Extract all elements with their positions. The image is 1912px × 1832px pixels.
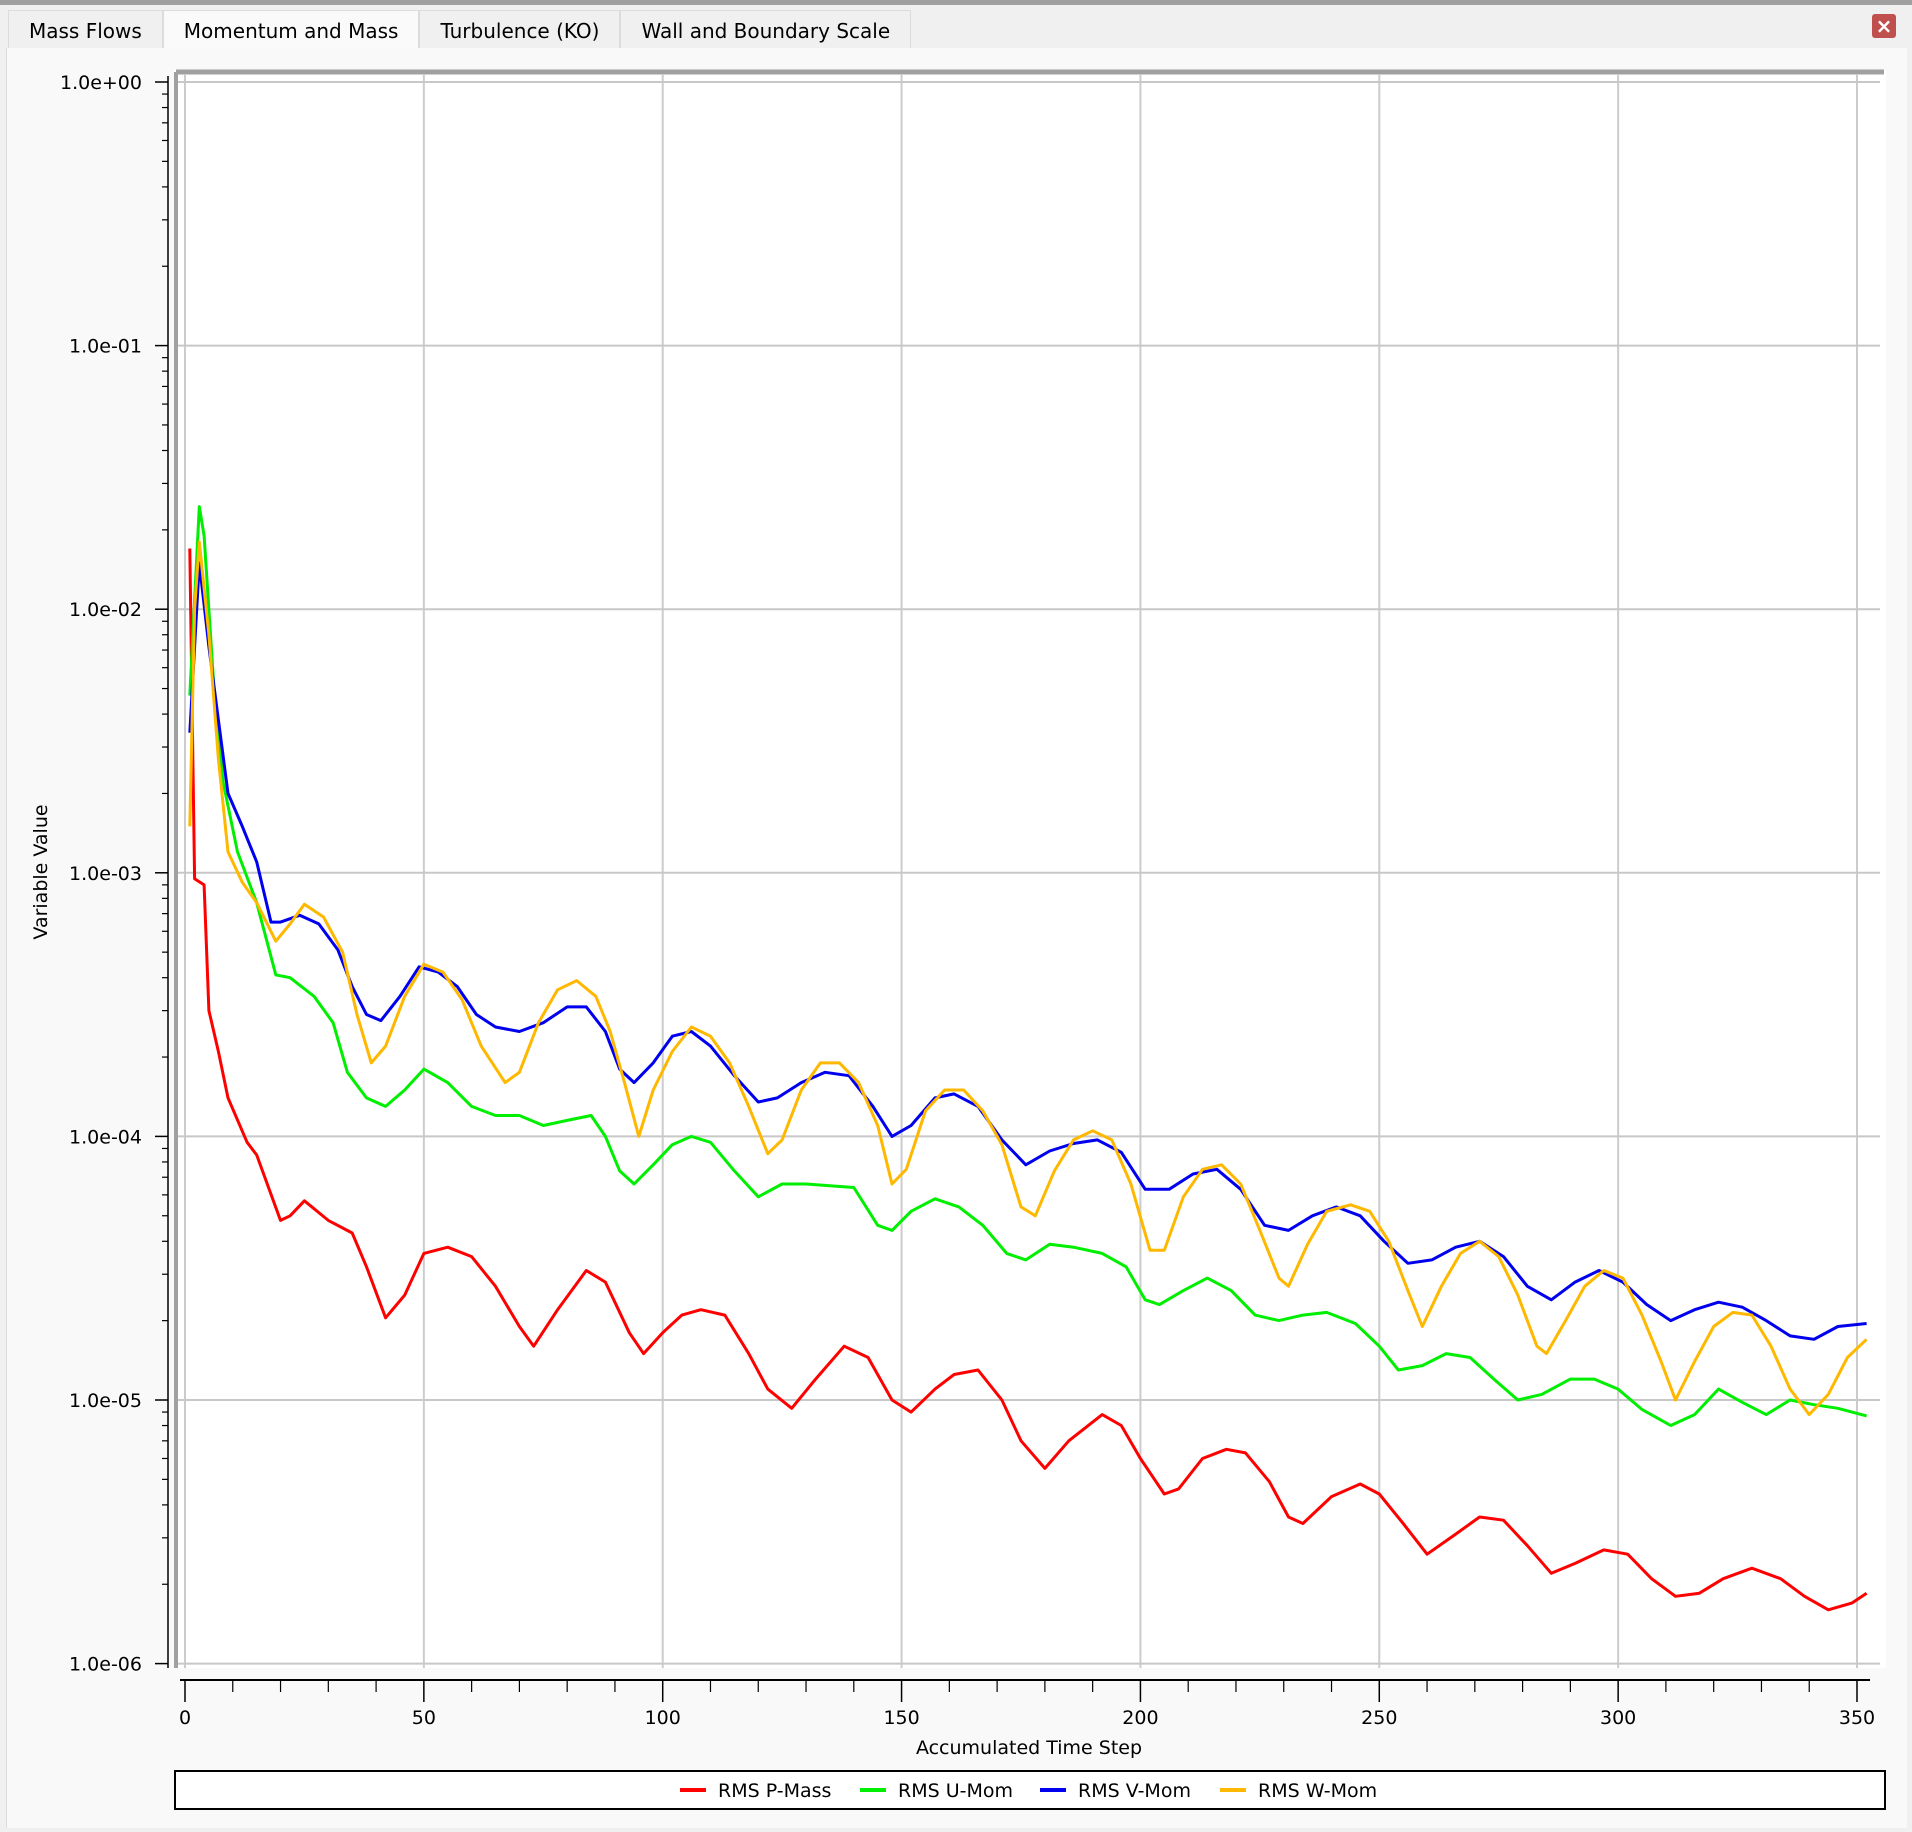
legend-label: RMS W-Mom (1258, 1780, 1377, 1802)
x-tick-label: 250 (1361, 1707, 1397, 1729)
tab-bar: Mass Flows Momentum and Mass Turbulence … (8, 10, 912, 50)
x-tick-label: 50 (412, 1707, 436, 1729)
y-tick-label: 1.0e-01 (69, 336, 142, 358)
tab-wall-and-boundary-scale[interactable]: Wall and Boundary Scale (620, 10, 912, 48)
legend-label: RMS V-Mom (1078, 1780, 1191, 1802)
x-axis-label: Accumulated Time Step (916, 1737, 1142, 1759)
legend-box (174, 1770, 1886, 1810)
series-line-rms-v-mom (188, 561, 1867, 1341)
legend-label: RMS U-Mom (898, 1780, 1013, 1802)
y-tick-label: 1.0e-02 (69, 599, 142, 621)
tab-mass-flows[interactable]: Mass Flows (8, 10, 163, 48)
x-tick-label: 100 (645, 1707, 681, 1729)
y-axis-label: Variable Value (30, 804, 52, 939)
legend-label: RMS P-Mass (718, 1780, 831, 1802)
series-line-rms-w-mom (188, 540, 1868, 1417)
x-tick-label: 200 (1122, 1707, 1158, 1729)
y-tick-label: 1.0e-03 (69, 863, 142, 885)
x-tick-label: 150 (883, 1707, 919, 1729)
plot-area (174, 70, 1886, 1668)
tab-turbulence-ko[interactable]: Turbulence (KO) (419, 10, 621, 48)
tab-momentum-and-mass[interactable]: Momentum and Mass (162, 10, 420, 50)
series-line-rms-u-mom (188, 505, 1867, 1427)
window-top-border (0, 0, 1912, 5)
x-tick-label: 0 (179, 1707, 191, 1729)
x-tick-label: 300 (1600, 1707, 1636, 1729)
y-tick-label: 1.0e+00 (60, 72, 142, 94)
close-icon[interactable]: × (1872, 14, 1896, 38)
y-tick-label: 1.0e-06 (69, 1654, 142, 1676)
series-line-rms-p-mass (188, 548, 1868, 1612)
y-tick-label: 1.0e-04 (69, 1126, 142, 1148)
x-tick-label: 350 (1839, 1707, 1875, 1729)
y-tick-label: 1.0e-05 (69, 1390, 142, 1412)
